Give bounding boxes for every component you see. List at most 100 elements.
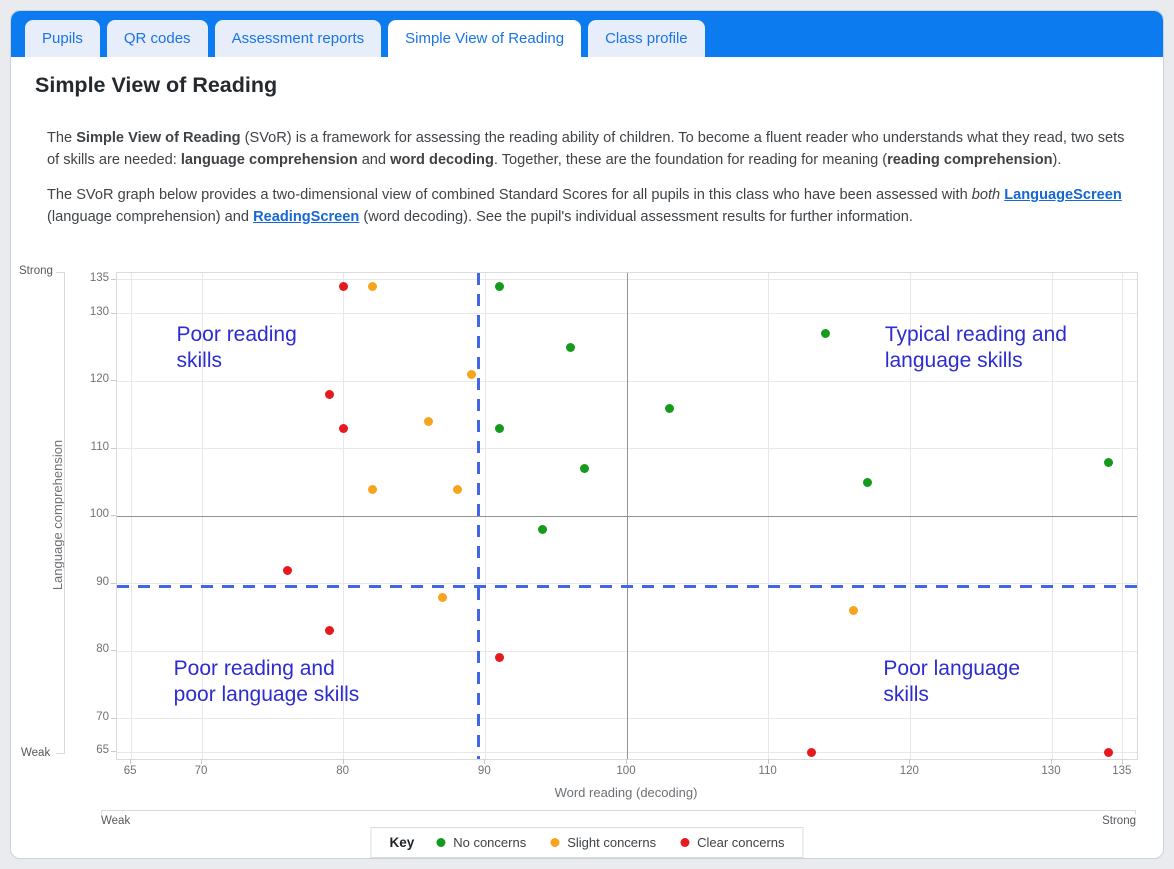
data-point-slight-concerns[interactable] bbox=[367, 282, 377, 291]
data-point-no-concerns[interactable] bbox=[1104, 457, 1114, 467]
x-tick-mark bbox=[909, 759, 911, 764]
data-point-clear-concerns[interactable] bbox=[325, 390, 334, 399]
y-axis-weak-label: Weak bbox=[21, 747, 51, 759]
text-segment: and bbox=[357, 151, 391, 168]
y-tick-label: 100 bbox=[89, 508, 109, 520]
y-tick-mark bbox=[111, 650, 116, 651]
quadrant-label: Poor language skills bbox=[883, 657, 1021, 707]
y-tick-mark bbox=[111, 582, 116, 584]
page-title: Simple View of Reading bbox=[35, 73, 278, 97]
x-tick-label: 120 bbox=[899, 765, 919, 777]
data-point-clear-concerns[interactable] bbox=[339, 282, 349, 291]
x-tick-mark bbox=[201, 759, 202, 764]
y-tick-mark bbox=[111, 447, 116, 449]
tab-qr-codes[interactable]: QR codes bbox=[106, 20, 208, 57]
y-tick-mark bbox=[111, 312, 116, 314]
x-strength-axis-left-tick bbox=[101, 810, 102, 814]
data-point-slight-concerns[interactable] bbox=[452, 484, 462, 494]
text-segment: word decoding bbox=[390, 151, 494, 168]
data-point-no-concerns[interactable] bbox=[580, 464, 589, 474]
x-tick-label: 100 bbox=[616, 765, 636, 777]
legend-label: Slight concerns bbox=[567, 835, 657, 850]
data-point-clear-concerns[interactable] bbox=[495, 653, 504, 663]
data-point-no-concerns[interactable] bbox=[665, 403, 674, 413]
x-tick-label: 70 bbox=[194, 765, 208, 777]
y-tick-label: 80 bbox=[96, 643, 109, 655]
legend-dot-slight-concerns bbox=[550, 838, 560, 847]
data-point-no-concerns[interactable] bbox=[495, 282, 504, 291]
languagescreen-link[interactable]: LanguageScreen bbox=[1004, 187, 1122, 203]
data-point-no-concerns[interactable] bbox=[537, 525, 547, 534]
chart-key: Key No concerns Slight concerns Clear conc… bbox=[370, 827, 804, 858]
x-axis-weak-label: Weak bbox=[101, 815, 131, 827]
x-tick-mark bbox=[626, 759, 627, 764]
x-tick-mark bbox=[342, 759, 344, 764]
text-segment: The bbox=[47, 130, 77, 146]
legend-entry-slight-concerns: Slight concerns bbox=[550, 835, 656, 850]
data-point-clear-concerns[interactable] bbox=[325, 626, 334, 636]
data-point-clear-concerns[interactable] bbox=[282, 565, 292, 575]
y-tick-mark bbox=[111, 515, 116, 516]
tab-assessment-reports[interactable]: Assessment reports bbox=[214, 20, 382, 57]
data-point-no-concerns[interactable] bbox=[820, 329, 830, 339]
x-tick-mark bbox=[1051, 759, 1052, 764]
tab-class-profile[interactable]: Class profile bbox=[588, 20, 705, 57]
key-entries: No concerns Slight concerns Clear concerns bbox=[436, 835, 785, 850]
y-tick-mark bbox=[111, 278, 116, 280]
tab-pupils[interactable]: Pupils bbox=[25, 20, 100, 57]
x-tick-label: 90 bbox=[477, 765, 491, 777]
quadrant-label: Poor reading and poor language skills bbox=[173, 657, 360, 707]
data-point-slight-concerns[interactable] bbox=[367, 484, 377, 494]
y-tick-label: 70 bbox=[96, 710, 109, 723]
x-axis-title: Word reading (decoding) bbox=[554, 785, 698, 800]
y-tick-mark bbox=[111, 380, 116, 381]
y-strength-axis-bottom-tick bbox=[56, 753, 64, 754]
text-segment: (language comprehension) and bbox=[47, 208, 254, 225]
data-point-no-concerns[interactable] bbox=[495, 423, 504, 433]
text-segment: Simple View of Reading bbox=[76, 130, 241, 146]
data-point-no-concerns[interactable] bbox=[565, 342, 575, 352]
tab-simple-view-of-reading[interactable]: Simple View of Reading bbox=[388, 20, 582, 57]
y-tick-label: 65 bbox=[96, 744, 109, 757]
x-tick-label: 65 bbox=[123, 765, 137, 777]
legend-dot-no-concerns bbox=[436, 838, 446, 847]
y-tick-label: 90 bbox=[96, 575, 109, 588]
data-point-slight-concerns[interactable] bbox=[438, 592, 448, 602]
y-axis-strong-label: Strong bbox=[19, 265, 53, 277]
text-segment: . Together, these are the foundation for… bbox=[493, 151, 888, 168]
legend-dot-clear-concerns bbox=[680, 838, 690, 847]
legend-label: Clear concerns bbox=[697, 835, 785, 850]
x-tick-label: 80 bbox=[336, 765, 350, 777]
x-tick-mark bbox=[1121, 759, 1123, 764]
x-tick-label: 135 bbox=[1112, 765, 1132, 777]
text-segment: The SVoR graph below provides a two-dime… bbox=[47, 187, 972, 203]
data-point-clear-concerns[interactable] bbox=[1104, 747, 1114, 757]
data-point-slight-concerns[interactable] bbox=[466, 369, 476, 379]
data-point-clear-concerns[interactable] bbox=[806, 747, 816, 757]
x-axis-strong-label: Strong bbox=[1102, 815, 1136, 827]
threshold-line-horizontal bbox=[117, 585, 1137, 589]
data-point-slight-concerns[interactable] bbox=[424, 417, 434, 426]
readingscreen-link[interactable]: ReadingScreen bbox=[253, 208, 360, 225]
quadrant-label: Poor reading skills bbox=[176, 322, 297, 372]
data-point-clear-concerns[interactable] bbox=[339, 423, 349, 433]
x-strength-axis-line bbox=[101, 810, 1136, 811]
text-segment: ). bbox=[1052, 151, 1062, 168]
main-content: Simple View of Reading The Simple View o… bbox=[11, 73, 1163, 858]
x-tick-label: 130 bbox=[1041, 765, 1061, 777]
y-strength-axis-top-tick bbox=[56, 272, 64, 273]
key-title: Key bbox=[389, 835, 415, 850]
reference-line-y-100 bbox=[117, 515, 1137, 517]
app-card: Pupils QR codes Assessment reports Simple V… bbox=[10, 10, 1164, 859]
y-tick-label: 130 bbox=[89, 305, 109, 318]
svor-chart: Poor reading skills Typical reading and lan… bbox=[11, 265, 1163, 858]
x-strength-axis-right-tick bbox=[1135, 810, 1136, 814]
text-segment: both bbox=[971, 187, 1001, 203]
legend-entry-clear-concerns: Clear concerns bbox=[680, 835, 785, 850]
intro-paragraph-1: The Simple View of Reading (SVoR) is a f… bbox=[47, 128, 1127, 171]
data-point-slight-concerns[interactable] bbox=[849, 606, 859, 615]
y-tick-label: 110 bbox=[90, 440, 109, 453]
data-point-no-concerns[interactable] bbox=[863, 477, 873, 487]
text-segment: language comprehension bbox=[180, 151, 358, 168]
